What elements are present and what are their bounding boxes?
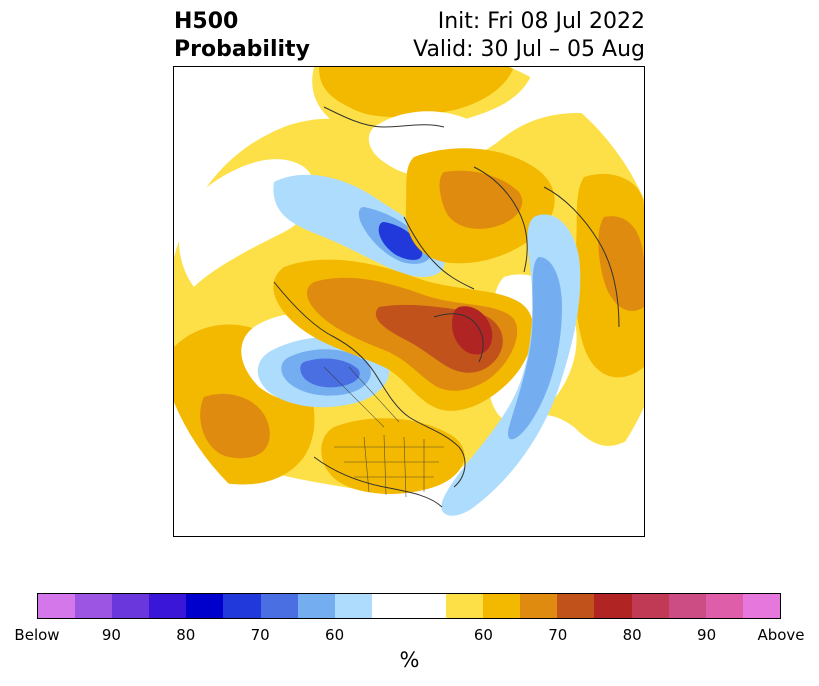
colorbar-tick-label: 60	[473, 626, 493, 644]
colorbar-segment	[371, 594, 409, 618]
coastlines	[273, 106, 620, 508]
colorbar-segment	[112, 594, 150, 618]
colorbar-segment	[75, 594, 113, 618]
colorbar-segment	[705, 594, 743, 618]
colorbar-segment	[446, 594, 484, 618]
above-60-us	[321, 418, 465, 494]
colorbar-unit: %	[399, 648, 420, 672]
title-type: Probability	[174, 37, 310, 62]
colorbar-tick-label: 90	[697, 626, 717, 644]
title-variable: H500	[174, 9, 239, 34]
above-70-eurasia	[439, 170, 523, 229]
colorbar-segment	[520, 594, 558, 618]
below-80-canada	[378, 222, 423, 260]
colorbar-tick-label: 80	[176, 626, 196, 644]
colorbar-tick-label: 70	[548, 626, 568, 644]
colorbar-segment	[334, 594, 372, 618]
colorbar-segment	[260, 594, 298, 618]
valid-range: Valid: 30 Jul – 05 Aug	[413, 37, 645, 62]
admin-borders	[323, 366, 444, 498]
colorbar-segment	[186, 594, 224, 618]
colorbar-tick-label: 70	[250, 626, 270, 644]
below-70-atlantic	[508, 257, 562, 440]
colorbar-segment	[742, 594, 780, 618]
colorbar-segment	[483, 594, 521, 618]
colorbar-segment	[223, 594, 261, 618]
colorbar-tick-label: 90	[101, 626, 121, 644]
above-60-arctic-core	[319, 67, 514, 117]
colorbar	[37, 593, 781, 619]
colorbar-segment	[594, 594, 632, 618]
colorbar-segment	[408, 594, 447, 618]
colorbar-segment	[668, 594, 706, 618]
colorbar-segment	[631, 594, 669, 618]
colorbar-tick-label: Above	[757, 626, 805, 644]
colorbar-segment	[297, 594, 335, 618]
map-panel	[173, 66, 645, 537]
init-date: Init: Fri 08 Jul 2022	[437, 9, 645, 34]
colorbar-segment	[149, 594, 187, 618]
title-right: Init: Fri 08 Jul 2022 Valid: 30 Jul – 05…	[413, 8, 645, 64]
above-70-sw-core	[200, 393, 270, 459]
colorbar-segment	[38, 594, 76, 618]
title-left: H500 Probability	[174, 8, 310, 64]
colorbar-tick-label: Below	[14, 626, 60, 644]
above-70-east	[598, 216, 644, 311]
colorbar-segment	[557, 594, 595, 618]
colorbar-tick-labels: Below 90 80 70 60 60 70 80 90 Above	[0, 626, 819, 648]
colorbar-tick-label: 80	[622, 626, 642, 644]
probability-map	[174, 67, 644, 536]
above-90-greenland	[452, 306, 493, 355]
colorbar-tick-label: 60	[325, 626, 345, 644]
